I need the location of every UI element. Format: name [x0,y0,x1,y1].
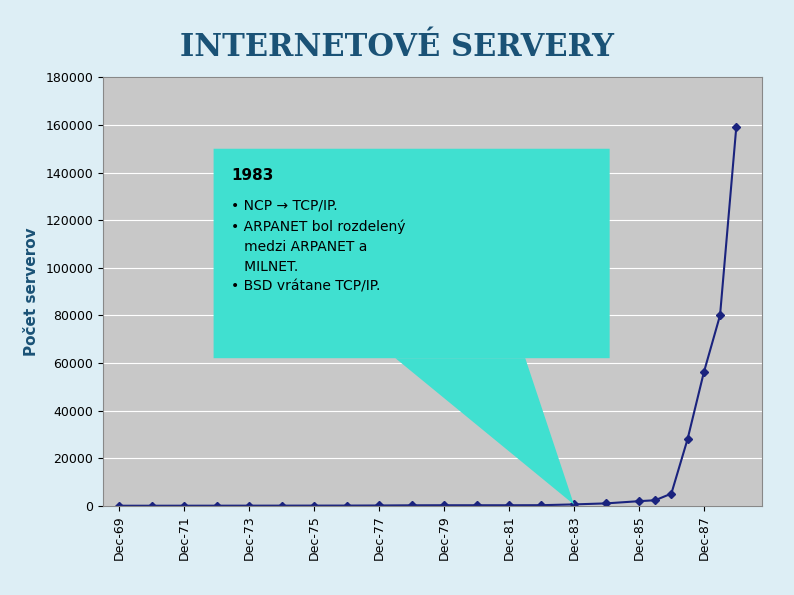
FancyBboxPatch shape [214,149,610,358]
Text: • NCP → TCP/IP.
• ARPANET bol rozdelený
   medzi ARPANET a
   MILNET.
• BSD vrát: • NCP → TCP/IP. • ARPANET bol rozdelený … [232,199,406,294]
Polygon shape [395,358,574,505]
Y-axis label: Počet serverov: Počet serverov [24,227,39,356]
Text: INTERNETOVÉ SERVERY: INTERNETOVÉ SERVERY [180,32,614,63]
Text: 1983: 1983 [232,168,274,183]
